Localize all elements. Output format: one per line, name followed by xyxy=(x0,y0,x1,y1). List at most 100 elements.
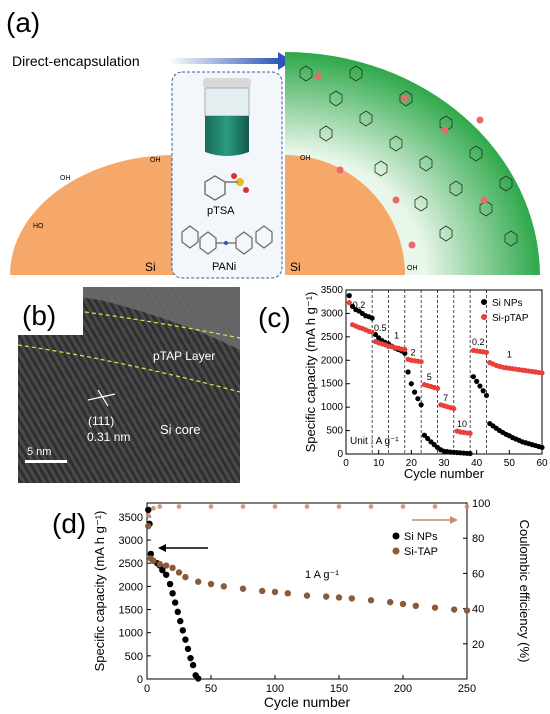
c-point-si-nps xyxy=(405,369,411,375)
panel-c: (c) 0 10 20 30 40 50 60 0 500 1000 1500 2000 2500 300… xyxy=(258,285,548,481)
c-point-si-nps xyxy=(474,378,480,384)
d-point-si-nps xyxy=(166,580,174,588)
rate-label-0: 0.2 xyxy=(353,300,366,310)
d-point-si-tap xyxy=(367,597,375,604)
charge-markers-icon xyxy=(314,72,488,249)
c-point-si-nps xyxy=(369,315,375,321)
d-xtick-label: 200 xyxy=(394,683,412,695)
c-point-si-nps xyxy=(539,444,545,451)
si-particle-right xyxy=(285,155,405,275)
c-xtick-label: 0 xyxy=(343,458,349,469)
d-point-si-nps xyxy=(189,661,197,669)
plane-marker-1 xyxy=(97,389,109,407)
d-ytick-label: 1000 xyxy=(119,628,143,640)
plane-marker-2 xyxy=(87,393,116,401)
c-point-si-ptap xyxy=(418,359,424,365)
spacing-label: 0.31 nm xyxy=(87,430,130,444)
pani-molecule-icon xyxy=(181,225,273,255)
d-point-si-tap xyxy=(323,593,330,600)
d-point-si-tap xyxy=(239,585,247,592)
d-point-si-nps xyxy=(179,627,187,634)
d-point-si-tap xyxy=(220,583,227,590)
d-xtick-label: 50 xyxy=(205,683,217,695)
d-point-si-tap xyxy=(348,595,355,602)
c-point-si-ptap xyxy=(467,430,473,436)
d-point-si-nps xyxy=(187,654,194,662)
d-xtick-label: 0 xyxy=(144,683,150,695)
rate-label-3: 2 xyxy=(410,348,415,358)
d-point-si-nps xyxy=(177,617,184,625)
plot-frame-d xyxy=(146,502,468,680)
c-point-si-ptap xyxy=(434,385,441,391)
c-xtick-label: 40 xyxy=(471,458,483,469)
ptap-layer-label: pTAP Layer xyxy=(153,349,215,363)
panel-d-label: (d) xyxy=(52,508,86,539)
panel-a-label: (a) xyxy=(6,7,40,38)
d-point-si-tap xyxy=(163,562,170,569)
si-label-left: Si xyxy=(145,260,156,274)
d-xtick-label: 250 xyxy=(458,683,476,695)
c-point-si-nps xyxy=(346,293,352,299)
oh-group-2: OH xyxy=(150,157,161,164)
d-point-si-tap xyxy=(431,604,439,611)
oh-group-4: OH xyxy=(407,265,418,272)
ce-point xyxy=(464,504,470,509)
vial-solution-icon xyxy=(205,116,249,156)
oh-group: OH xyxy=(60,175,71,182)
d-point-si-tap xyxy=(150,557,157,565)
c-point-si-nps xyxy=(418,402,424,408)
c-point-si-nps xyxy=(477,383,483,389)
d-ytick-label: 3500 xyxy=(119,512,143,524)
panel-d: (d) 0 50 100 150 200 250050010001500200025003… xyxy=(52,498,532,710)
d-point-si-tap xyxy=(412,602,419,610)
d-y2tick-label: 20 xyxy=(472,639,484,651)
c-point-si-nps xyxy=(349,303,356,309)
panel-b: (b) pTAP Layer (111) 0.31 nm Si core 5 n… xyxy=(17,287,241,483)
d-xtick-label: 150 xyxy=(330,683,348,695)
c-ytick-label: 0 xyxy=(337,449,343,460)
d-point-si-tap xyxy=(175,569,183,576)
c-point-si-nps xyxy=(402,350,408,356)
c-point-si-ptap xyxy=(539,370,545,376)
si-core-label: Si core xyxy=(160,422,200,437)
c-ytick-label: 3000 xyxy=(321,308,344,319)
rate-label-7: 0.2 xyxy=(472,337,485,347)
c-point-si-nps xyxy=(483,392,490,399)
panel-b-label-box xyxy=(18,287,83,335)
c-point-si-nps xyxy=(425,435,431,442)
ce-point xyxy=(272,504,278,509)
vial-glass xyxy=(204,87,250,117)
d-point-si-tap xyxy=(303,592,311,599)
d-ylabel: Specific capacity (mA h g⁻¹) xyxy=(92,511,107,672)
d-point-si-nps xyxy=(163,571,170,578)
d-ytick-label: 2000 xyxy=(119,581,143,593)
legend-c-si-ptap: Si-pTAP xyxy=(492,313,529,324)
d-point-si-tap xyxy=(271,588,279,596)
left-axis-arrow-head xyxy=(158,544,166,552)
scale-bar-label: 5 nm xyxy=(27,446,51,458)
ce-point xyxy=(208,504,214,509)
rate-label-4: 5 xyxy=(427,372,432,382)
ce-point xyxy=(336,504,342,509)
d-point-si-nps xyxy=(147,550,155,558)
tem-ptap-region xyxy=(18,287,240,350)
c-point-si-ptap xyxy=(402,346,408,353)
rate-label-5: 7 xyxy=(443,393,448,403)
c-ytick-label: 3500 xyxy=(321,285,344,296)
ho-group: HO xyxy=(33,223,44,230)
current-note: 1 A g⁻¹ xyxy=(305,569,339,581)
ce-point xyxy=(368,504,374,509)
d-point-si-tap xyxy=(399,600,407,608)
vial-cap xyxy=(203,78,251,88)
d-ytick-label: 500 xyxy=(125,651,143,663)
rate-label-6: 10 xyxy=(457,419,467,429)
d-point-si-nps xyxy=(195,675,202,682)
d-ytick-label: 1500 xyxy=(119,605,143,617)
legend-c-si-nps-marker xyxy=(481,299,487,305)
c-ylabel: Specific capacity (mA h g⁻¹) xyxy=(303,292,318,453)
rate-label-8: 1 xyxy=(507,349,512,359)
pani-label: PANi xyxy=(212,261,236,273)
si-particle-left xyxy=(10,155,175,275)
plane-label: (111) xyxy=(88,414,114,428)
ptsa-molecule-icon xyxy=(204,173,249,201)
